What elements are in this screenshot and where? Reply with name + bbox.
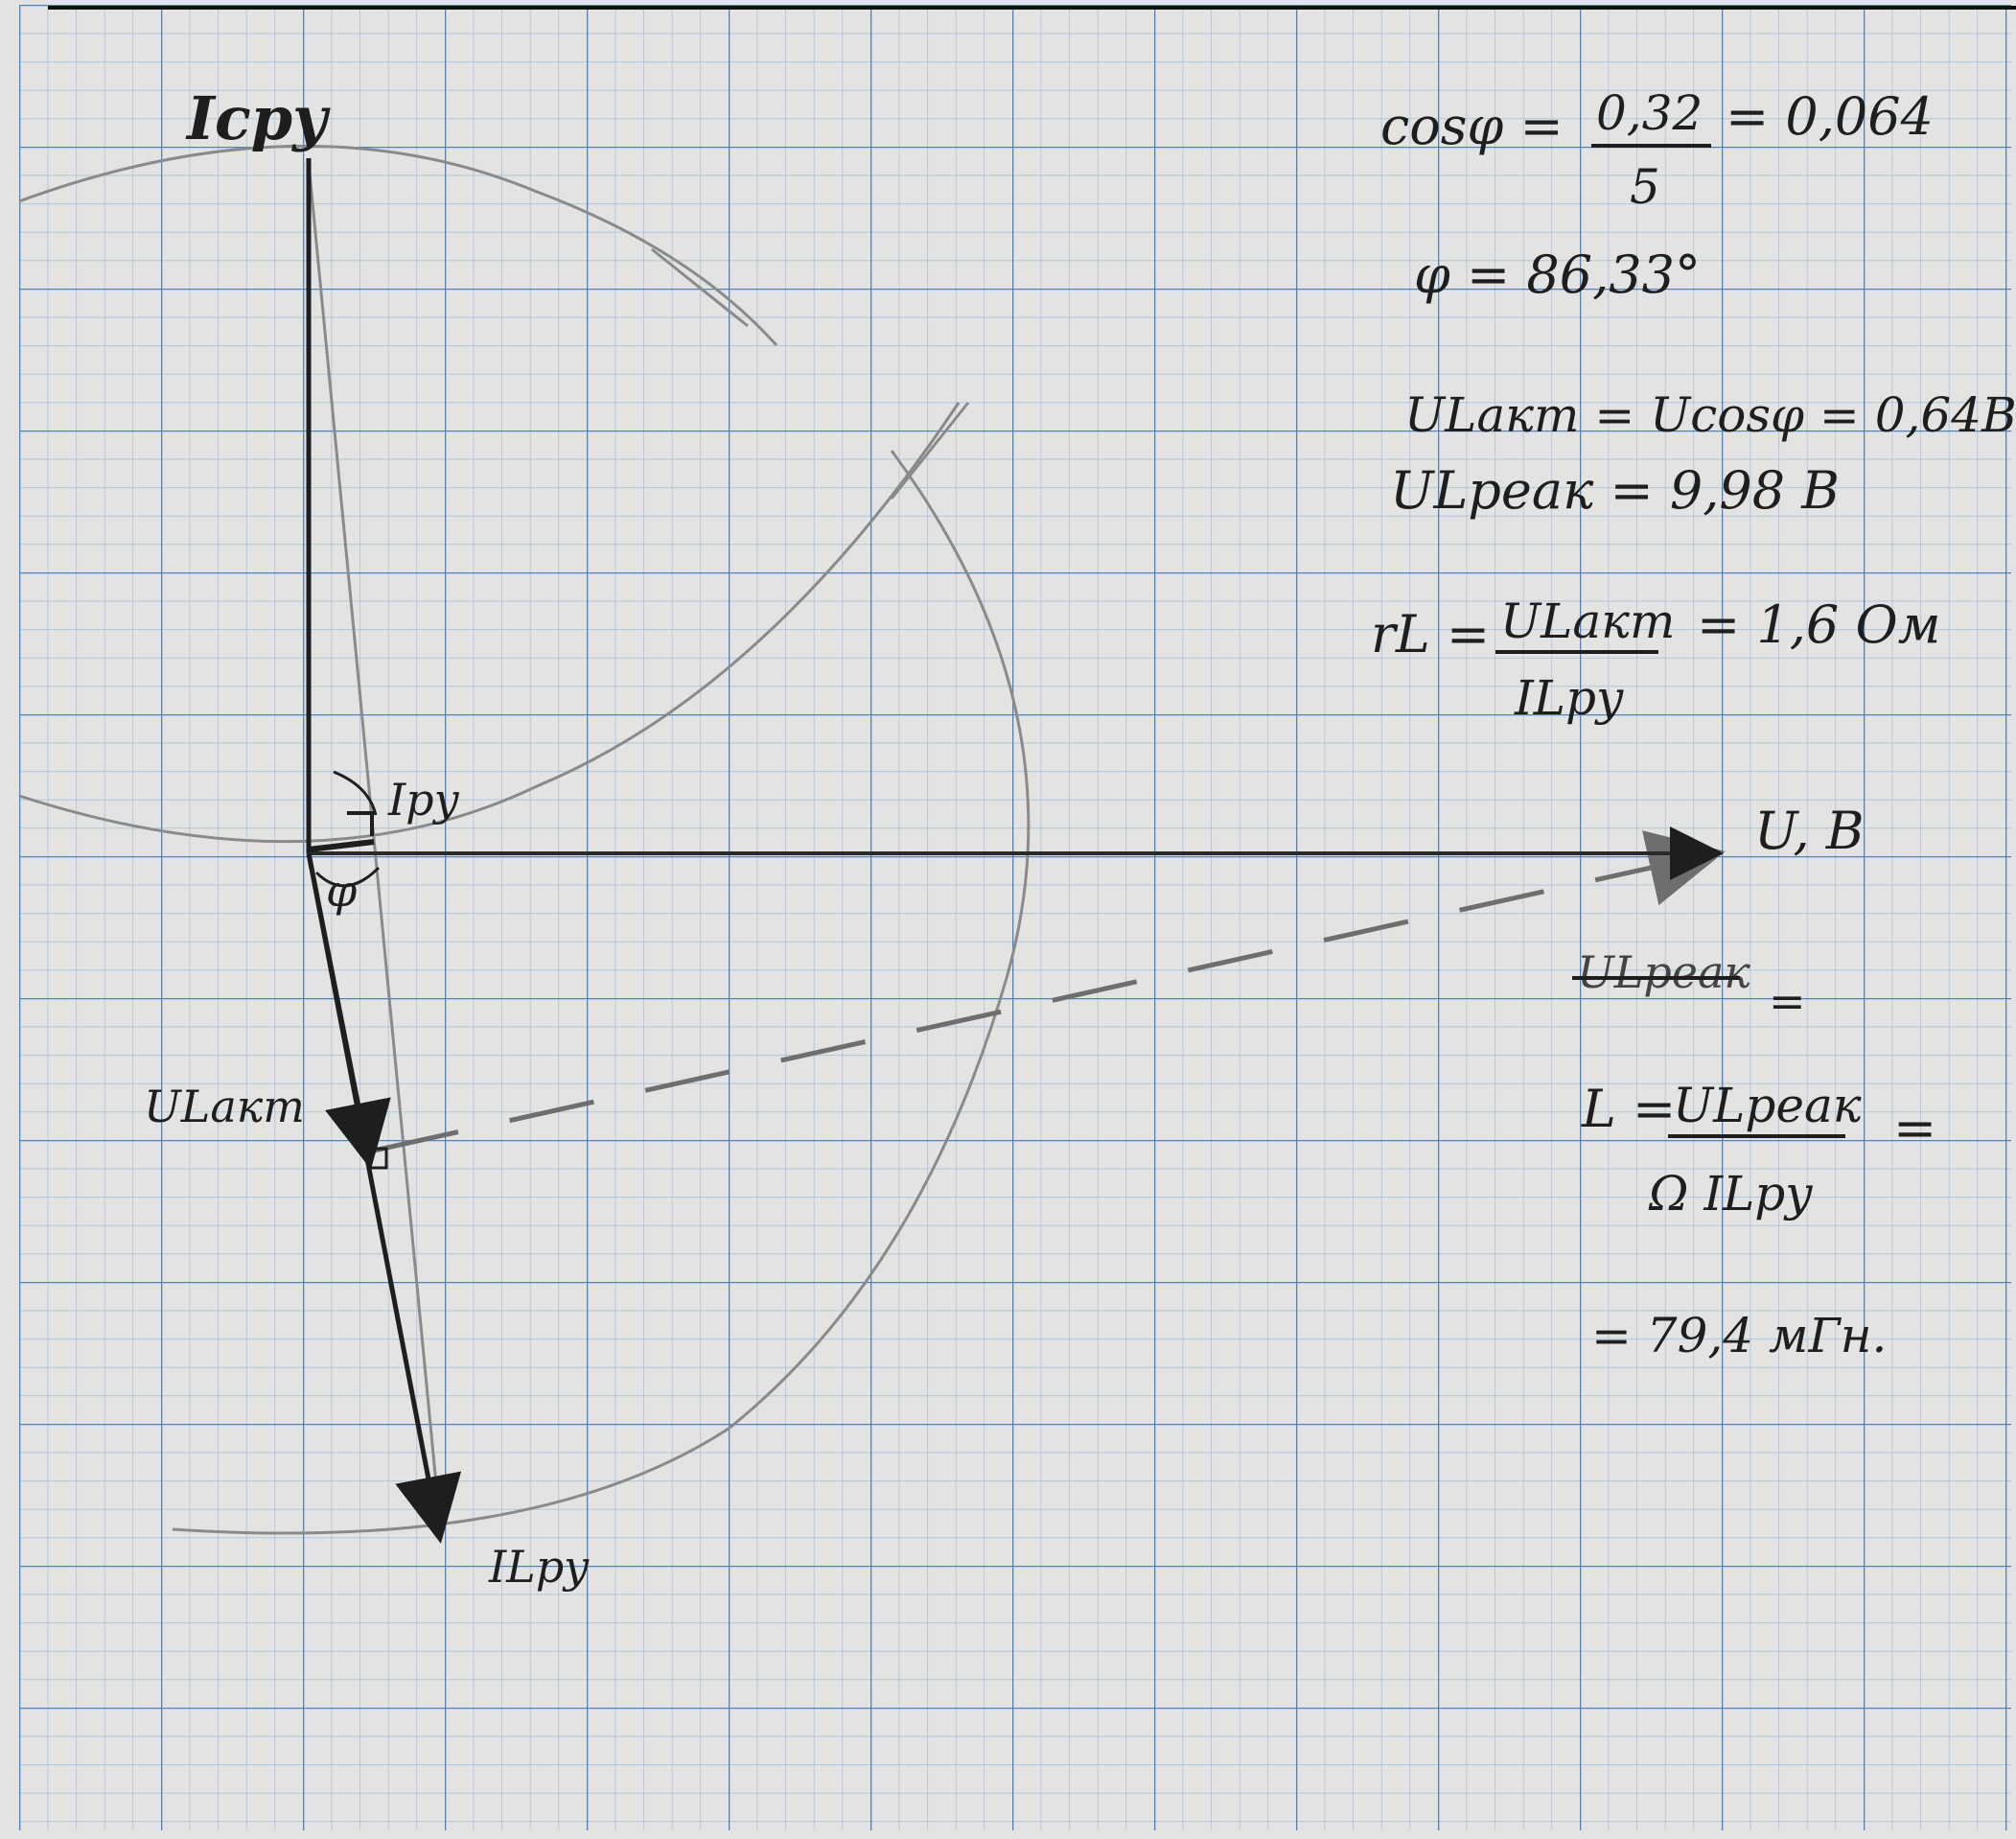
i-ru-label: Iру: [387, 774, 460, 826]
dashed-projection-line: [373, 830, 1726, 1153]
u-reak-equation: ULреак = 9,98 В: [1390, 460, 1840, 521]
l-lhs: L =: [1581, 1079, 1676, 1139]
x-axis-label: U, В: [1754, 801, 1865, 861]
i-ru-vector: [308, 839, 375, 852]
i-lru-vector: [306, 852, 462, 1544]
middle-arc: [18, 402, 961, 844]
r-result: = 1,6 Ом: [1697, 594, 1941, 655]
y-axis-label: Icру: [185, 83, 331, 153]
phi-value: φ = 86,33°: [1414, 244, 1701, 305]
u-akt-label: ULакт: [144, 1081, 305, 1132]
i-lru-label: ILру: [488, 1541, 590, 1593]
r-numerator: ULакт: [1500, 594, 1675, 649]
cos-phi-result: = 0,064: [1726, 86, 1934, 147]
l-result: = 79,4 мГн.: [1591, 1308, 1887, 1363]
i-ru-right-angle: [347, 811, 374, 836]
struck-out-equals: =: [1769, 975, 1806, 1027]
u-akt-equation: ULакт = Ucosφ = 0,64В: [1404, 387, 2016, 443]
phi-angle-label: φ: [326, 865, 358, 917]
r-denominator: ILру: [1514, 670, 1624, 726]
angle-arc-lower: [314, 866, 381, 888]
l-equals: =: [1893, 1098, 1936, 1158]
upper-arc: [18, 144, 778, 347]
cos-phi-denominator: 5: [1630, 159, 1660, 215]
middle-arc-tick: [890, 402, 970, 500]
calculations-block: cosφ = 0,32 5 = 0,064 φ = 86,33° ULакт =…: [1371, 85, 2016, 1363]
l-numerator: ULреак: [1673, 1078, 1862, 1133]
struck-out-text: ULреак: [1577, 946, 1750, 998]
r-lhs: rL =: [1371, 604, 1490, 664]
l-denominator: Ω ILру: [1648, 1166, 1813, 1222]
large-arc: [172, 450, 1031, 1535]
angle-arc-upper: [333, 770, 378, 816]
upper-arc-tick: [651, 247, 749, 328]
cos-phi-lhs: cosφ =: [1380, 96, 1564, 156]
construction-arcs: [18, 144, 1031, 1535]
major-grid: [19, 5, 2011, 1830]
cos-phi-numerator: 0,32: [1596, 85, 1703, 141]
pencil-diagonal: [307, 162, 443, 1535]
